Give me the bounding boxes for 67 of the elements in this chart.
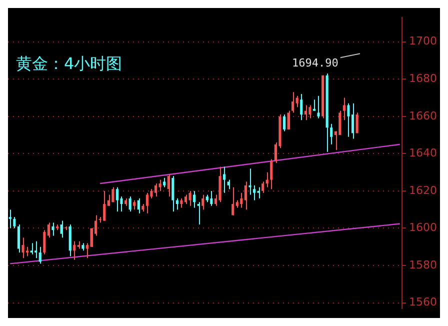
candlestick — [60, 220, 63, 238]
candlestick — [338, 110, 342, 136]
candlestick — [8, 209, 12, 229]
candlestick — [296, 95, 298, 108]
candlestick — [287, 110, 290, 130]
candlestick — [342, 97, 346, 121]
candlestick — [38, 246, 42, 264]
candlestick — [167, 174, 170, 198]
candlestick — [282, 114, 286, 132]
y-tick-label: 1640 — [409, 146, 438, 160]
y-tick-label: 1600 — [409, 221, 438, 234]
y-tick-label: 1560 — [409, 296, 438, 309]
candlestick — [30, 242, 33, 255]
y-tick-label: 1700 — [409, 34, 438, 48]
candlestick — [73, 240, 76, 260]
candlestick — [244, 181, 247, 210]
y-tick-label: 1620 — [409, 184, 438, 197]
candlestick — [22, 237, 24, 259]
candlestick — [257, 186, 260, 199]
text: 黄金：4小时图 — [16, 54, 122, 75]
candlestick — [17, 224, 20, 253]
candlestick — [34, 240, 38, 259]
candlestick — [210, 190, 213, 206]
candlestick — [184, 194, 188, 205]
candlestick — [266, 172, 268, 188]
candlestick — [252, 184, 256, 201]
candlestick — [180, 198, 183, 208]
candlestick — [197, 202, 200, 226]
candlestick — [112, 186, 114, 203]
candlestick — [330, 123, 333, 145]
y-tick-label: 1680 — [409, 72, 438, 85]
candlestick — [351, 102, 354, 140]
candlestick — [308, 104, 312, 119]
candlestick — [137, 198, 140, 214]
candlestick — [347, 102, 350, 138]
candlestick — [202, 194, 204, 210]
y-tick-label: 1580 — [409, 258, 438, 272]
candlestick — [292, 92, 294, 114]
candlestick — [240, 192, 243, 208]
candlestick — [193, 190, 196, 208]
candlestick — [154, 183, 158, 198]
candlestick — [317, 95, 320, 119]
candlestick — [158, 179, 162, 192]
candlestick — [176, 198, 178, 210]
candlestick — [356, 112, 358, 134]
candlestick — [103, 190, 106, 222]
candlestick — [47, 222, 50, 238]
candlestick — [227, 179, 230, 190]
candlestick — [172, 176, 174, 212]
candlestick — [188, 190, 192, 206]
candlestick — [163, 177, 166, 188]
candlestick — [128, 196, 132, 212]
candlestick — [13, 216, 16, 229]
candlestick — [52, 222, 54, 236]
candlestick — [43, 230, 46, 255]
annotation: 1694.90 — [292, 56, 338, 70]
candlestick — [232, 186, 234, 216]
candlestick — [304, 104, 307, 121]
candlestick — [270, 158, 273, 190]
candlestick — [312, 99, 316, 112]
candlestick — [222, 166, 226, 194]
y-tick-label: 1660 — [409, 109, 438, 122]
candlestick — [248, 168, 252, 196]
candlestick — [300, 94, 303, 121]
candlestick — [262, 181, 264, 194]
candlestick — [133, 200, 136, 210]
candlestick — [26, 246, 29, 257]
